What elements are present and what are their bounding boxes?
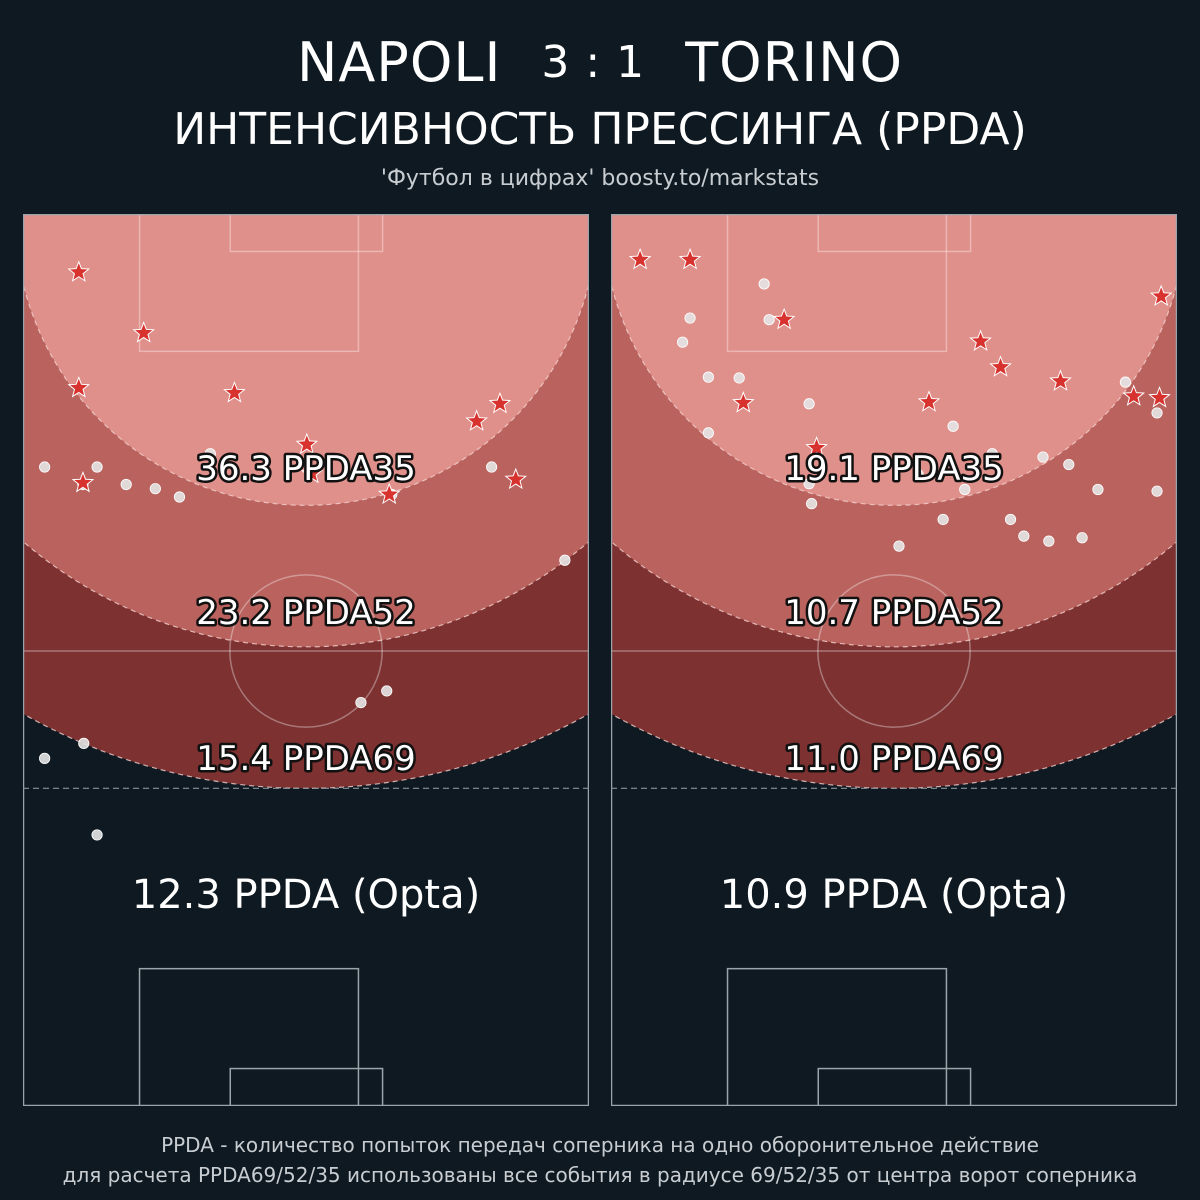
event-dot (78, 737, 90, 749)
event-dot (1076, 532, 1088, 544)
label-ppda69: 15.4 PPDA69 (196, 739, 416, 779)
event-dot (912, 468, 924, 481)
event-dot (1151, 407, 1163, 419)
label-ppda35: 19.1 PPDA35 (784, 449, 1004, 489)
event-star (465, 409, 488, 431)
goal-area-bottom (229, 1067, 384, 1106)
event-dot (204, 448, 216, 460)
footer-method: для расчета PPDA69/52/35 использованы вс… (62, 1163, 1138, 1187)
event-dot (39, 752, 51, 764)
event-star (805, 436, 828, 458)
event-dot (1092, 483, 1104, 496)
event-star (969, 329, 992, 351)
match-score: 3 : 1 (541, 36, 646, 88)
event-star (1149, 284, 1173, 307)
event-dot (1151, 485, 1163, 497)
event-dot (947, 420, 959, 432)
event-dot (1043, 535, 1055, 547)
pitch-panel-torino: 19.1 PPDA35 10.7 PPDA52 11.0 PPDA69 10.9 PP… (611, 214, 1177, 1106)
event-star (300, 461, 324, 484)
event-dot (39, 461, 51, 473)
event-star (917, 390, 941, 412)
footer-definition: PPDA - количество попыток передач соперн… (161, 1133, 1039, 1157)
event-dot (702, 427, 714, 439)
event-star (772, 307, 796, 330)
label-ppda35: 36.3 PPDA35 (196, 449, 416, 489)
event-star (67, 376, 91, 398)
penalty-area-bottom (726, 967, 948, 1106)
event-dot (120, 478, 132, 491)
event-dot (758, 278, 770, 290)
event-dot (1119, 376, 1131, 388)
event-star (732, 391, 755, 413)
event-dot (803, 478, 815, 490)
event-star (132, 321, 156, 343)
event-star (1049, 369, 1072, 391)
event-star (1148, 386, 1171, 408)
event-dot (1037, 451, 1049, 463)
event-dot (559, 554, 571, 566)
centre-circle (229, 574, 383, 728)
pitch-panel-napoli: 36.3 PPDA35 23.2 PPDA52 15.4 PPDA69 12.3 PP… (23, 214, 589, 1106)
event-dot (986, 448, 998, 460)
penalty-area-bottom (138, 967, 360, 1106)
footer-notes: PPDA - количество попыток передач соперн… (0, 1130, 1200, 1190)
event-dot (702, 371, 714, 383)
goal-area-bottom (817, 1067, 972, 1106)
event-star (1122, 384, 1146, 406)
centre-circle (817, 574, 971, 728)
label-ppda52: 23.2 PPDA52 (196, 593, 416, 633)
event-dot (1004, 513, 1017, 526)
penalty-area-top (138, 214, 360, 353)
zone-ppda35 (23, 214, 589, 506)
event-dot (486, 461, 498, 473)
home-team-name: NAPOLI (296, 30, 502, 94)
event-dot (1018, 530, 1030, 542)
goal-area-top (817, 214, 972, 253)
event-star (67, 260, 91, 282)
label-ppda-opta: 10.9 PPDA (Opta) (720, 872, 1068, 918)
event-star (223, 381, 246, 403)
label-ppda52: 10.7 PPDA52 (784, 593, 1004, 633)
event-dot (91, 461, 103, 473)
zone-boundary (23, 540, 589, 648)
event-dot (684, 312, 696, 324)
zone-ppda35 (611, 214, 1177, 506)
pitch-chart-napoli: 36.3 PPDA35 23.2 PPDA52 15.4 PPDA69 12.3 PP… (23, 214, 589, 1106)
event-dot (937, 513, 949, 526)
source-credit: 'Футбол в цифрах' boosty.to/markstats (380, 166, 820, 191)
event-dot (803, 398, 815, 410)
chart-subtitle: ИНТЕНСИВНОСТЬ ПРЕССИНГА (PPDA) (173, 104, 1027, 155)
event-star (989, 355, 1012, 377)
event-dot (959, 483, 971, 496)
match-title: NAPOLI 3 : 1 TORINO (0, 30, 1200, 94)
event-star (504, 467, 528, 490)
event-dot (91, 829, 103, 841)
event-dot (355, 696, 367, 709)
event-star (678, 247, 702, 270)
event-dot (763, 314, 775, 326)
event-dot (733, 372, 745, 384)
event-dot (805, 498, 818, 510)
penalty-area-top (726, 214, 948, 353)
event-dot (676, 336, 689, 348)
event-star (488, 391, 512, 414)
event-dot (381, 685, 393, 697)
event-dot (149, 483, 161, 495)
label-ppda-opta: 12.3 PPDA (Opta) (132, 872, 480, 918)
event-star (628, 247, 652, 270)
event-dot (893, 540, 905, 552)
zone-boundary (611, 540, 1177, 648)
event-dot (1063, 458, 1075, 471)
event-star (71, 470, 95, 493)
goal-area-top (229, 214, 384, 253)
pitch-chart-torino: 19.1 PPDA35 10.7 PPDA52 11.0 PPDA69 10.9 PP… (611, 214, 1177, 1106)
label-ppda69: 11.0 PPDA69 (784, 739, 1004, 779)
event-dot (173, 491, 186, 503)
event-star (295, 432, 319, 455)
event-star (377, 482, 401, 505)
away-team-name: TORINO (685, 30, 904, 94)
